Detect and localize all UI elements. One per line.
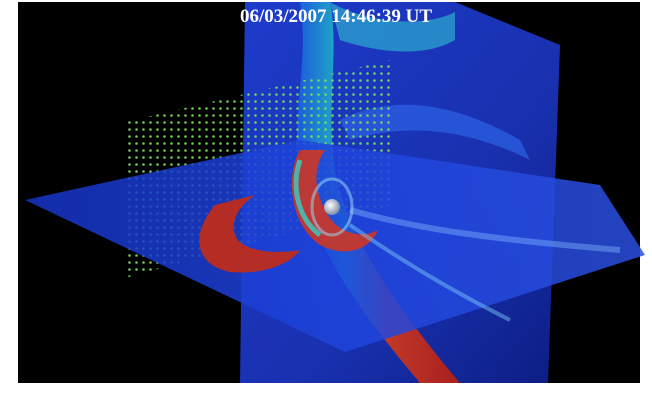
- earth: [324, 199, 340, 215]
- shock-arc: [330, 2, 455, 52]
- tail-stream: [349, 207, 621, 253]
- shock-arc: [293, 159, 322, 237]
- timestamp: 06/03/2007 14:46:39 UT: [240, 6, 432, 27]
- magnetosphere: [310, 177, 354, 237]
- shock-arc: [199, 195, 300, 273]
- tail-stream: [348, 223, 511, 322]
